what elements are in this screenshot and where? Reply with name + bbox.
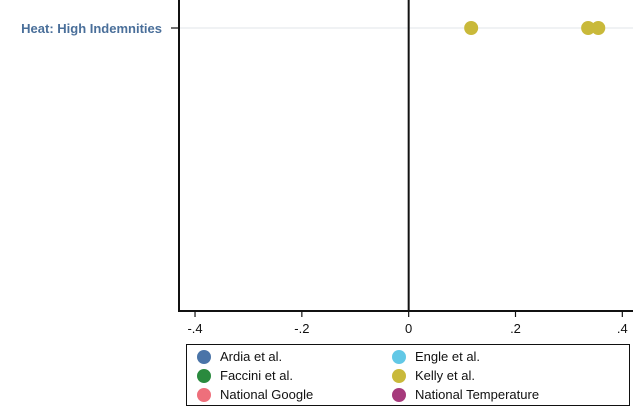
- legend-label: Ardia et al.: [220, 349, 283, 364]
- legend-item: Ardia et al.: [197, 349, 282, 364]
- legend-label: Kelly et al.: [415, 368, 475, 383]
- plot-frame: [178, 0, 633, 312]
- legend-item: National Temperature: [392, 387, 539, 402]
- x-tick-label: -.4: [187, 321, 202, 336]
- legend-item: Kelly et al.: [392, 368, 475, 383]
- legend-marker: [392, 387, 406, 402]
- legend-marker: [197, 349, 211, 364]
- data-point: [464, 21, 479, 35]
- legend-label: National Temperature: [415, 387, 540, 402]
- data-points: [464, 21, 606, 35]
- x-axis-ticks: -.4 -.2 0 .2 .4: [187, 311, 628, 336]
- legend-label: Engle et al.: [415, 349, 481, 364]
- legend-marker: [197, 387, 211, 402]
- legend-label: National Google: [220, 387, 314, 402]
- legend-item: National Google: [197, 387, 313, 402]
- data-point: [581, 21, 596, 35]
- category-labels: Heat: High Indemnities: [21, 21, 179, 36]
- legend-item: Faccini et al.: [197, 368, 293, 383]
- category-label: Heat: High Indemnities: [21, 21, 162, 36]
- legend-label: Faccini et al.: [220, 368, 293, 383]
- x-tick-label: -.2: [294, 321, 309, 336]
- x-tick-label: 0: [405, 321, 412, 336]
- data-point: [591, 21, 606, 35]
- legend-marker: [197, 368, 211, 383]
- x-tick-label: .2: [510, 321, 521, 336]
- legend-marker: [392, 349, 406, 364]
- legend-marker: [392, 368, 406, 383]
- legend: Ardia et al. Engle et al. Faccini et al. Ke…: [186, 344, 630, 406]
- x-tick-label: .4: [617, 321, 628, 336]
- chart-svg: Heat: High Indemnities -.4 -.2 0 .2 .4: [21, 0, 633, 336]
- legend-item: Engle et al.: [392, 349, 480, 364]
